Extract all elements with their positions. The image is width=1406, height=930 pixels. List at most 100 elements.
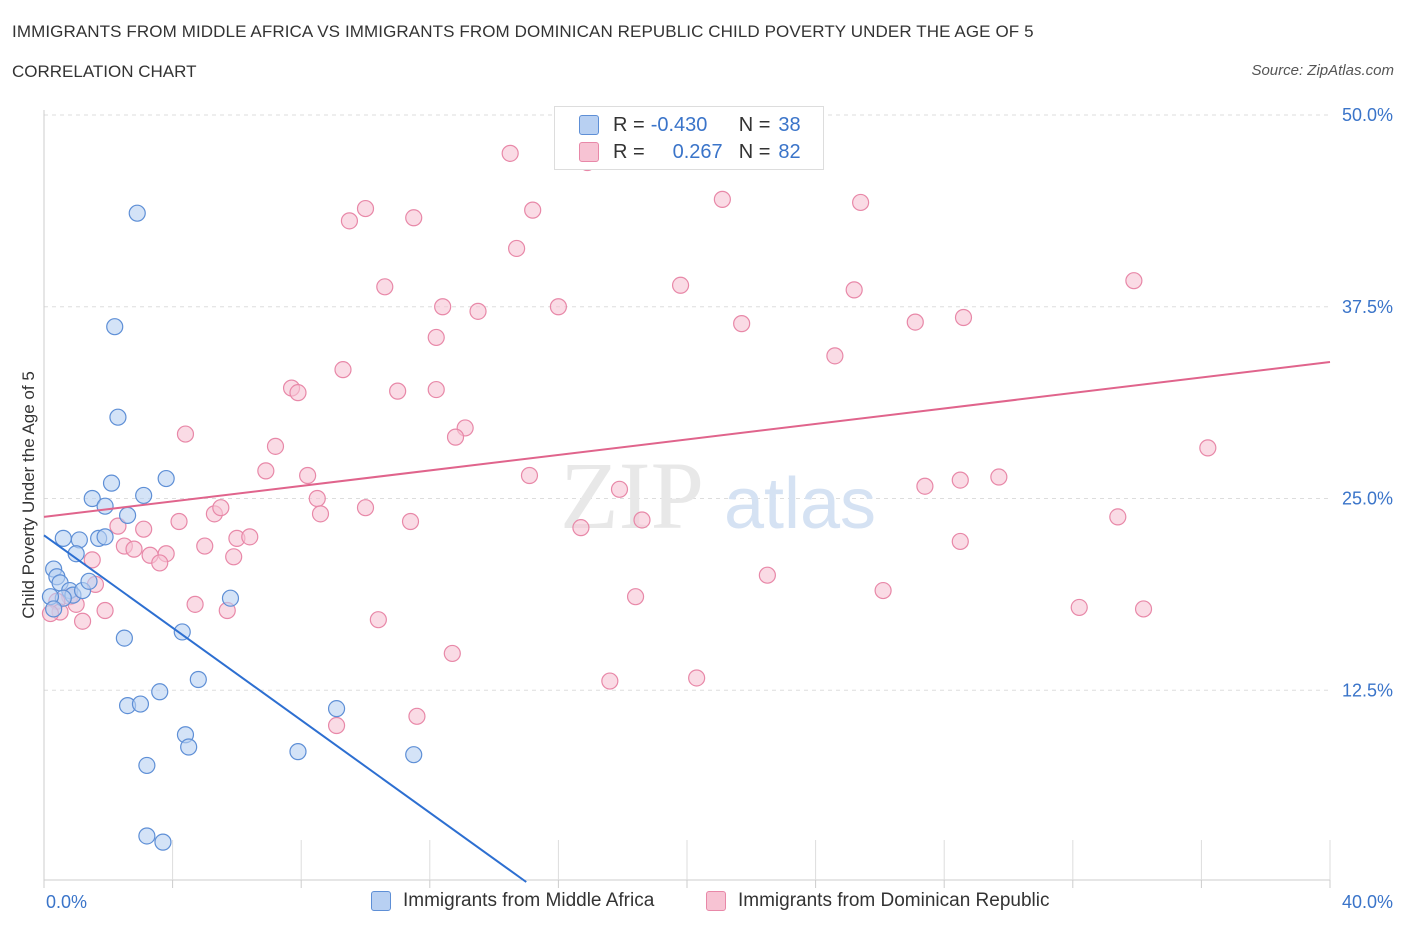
bottom-legend-label-middle-africa: Immigrants from Middle Africa [403,890,655,911]
legend-n-label: N = [738,140,771,163]
data-point-middle-africa [138,756,156,775]
bottom-legend-label-dominican-republic: Immigrants from Dominican Republic [738,890,1050,911]
trend-line-dominican-republic [43,360,1331,518]
data-point-dominican-republic [299,466,317,485]
data-point-dominican-republic [1109,508,1127,526]
data-point-middle-africa [102,474,121,492]
data-point-dominican-republic [170,512,188,531]
data-point-dominican-republic [327,716,346,735]
data-point-middle-africa [109,408,127,426]
y-tick-label: 12.5% [1342,680,1393,700]
data-point-middle-africa [405,746,423,764]
axes [43,110,1331,888]
tick-labels: 12.5% 25.0% 37.5% 50.0% 0.0% 40.0% [46,105,1393,912]
legend-row-dominican-republic: R = 0.267 N = 82 [579,140,801,164]
data-point-dominican-republic [401,512,420,531]
data-point-dominican-republic [73,612,92,630]
data-point-dominican-republic [376,278,394,296]
x-tick-label: 40.0% [1342,892,1393,912]
data-point-middle-africa [45,600,63,618]
watermark-atlas: atlas [724,464,876,544]
data-point-dominican-republic [601,672,619,690]
data-point-dominican-republic [405,209,423,227]
legend-swatch-dominican-republic [579,142,599,162]
data-point-dominican-republic [549,298,568,316]
data-point-middle-africa [289,743,307,761]
data-point-middle-africa [151,683,169,701]
data-point-dominican-republic [610,480,629,498]
y-tick-label: 50.0% [1342,105,1393,125]
data-point-dominican-republic [408,707,426,725]
data-point-dominican-republic [311,505,330,523]
data-point-dominican-republic [626,588,645,606]
data-point-dominican-republic [151,554,169,572]
data-point-dominican-republic [266,437,285,455]
data-point-dominican-republic [758,566,776,584]
legend-n-label: N = [738,113,771,136]
bottom-legend-dominican-republic: Immigrants from Dominican Republic [706,890,1050,912]
data-point-middle-africa [173,623,191,641]
series-dominican-republic-points [41,144,1217,735]
legend-n-value-dominican-republic: 82 [778,140,801,163]
watermark: ZIP atlas [560,442,876,549]
data-point-middle-africa [96,497,114,515]
data-point-middle-africa [157,469,175,488]
y-axis-label: Child Poverty Under the Age of 5 [19,371,38,619]
bottom-legend-swatch-middle-africa [371,891,391,911]
data-point-dominican-republic [1199,439,1217,457]
data-point-middle-africa [80,572,98,590]
data-point-dominican-republic [826,347,844,365]
data-point-dominican-republic [289,384,307,402]
data-point-dominican-republic [508,239,526,258]
y-tick-label: 25.0% [1342,489,1393,509]
data-point-dominican-republic [572,519,590,537]
data-point-dominican-republic [434,298,452,316]
data-point-dominican-republic [443,644,461,663]
data-point-dominican-republic [109,517,127,535]
data-point-dominican-republic [389,382,407,400]
data-point-dominican-republic [906,313,924,331]
data-point-dominican-republic [688,669,706,687]
data-point-middle-africa [154,833,172,851]
legend-r-label: R = [613,113,645,136]
data-point-middle-africa [135,486,153,505]
data-point-dominican-republic [520,466,539,485]
data-point-dominican-republic [83,551,101,569]
data-point-middle-africa [106,318,124,336]
data-point-dominican-republic [874,581,892,600]
data-point-dominican-republic [356,499,375,517]
data-point-dominican-republic [469,302,487,320]
data-point-middle-africa [83,489,101,508]
data-point-middle-africa [118,506,137,524]
data-point-dominican-republic [257,462,275,480]
data-point-middle-africa [115,629,133,647]
data-point-dominican-republic [733,315,751,333]
data-point-middle-africa [327,700,346,718]
data-point-dominican-republic [852,193,870,212]
data-point-dominican-republic [356,199,375,218]
x-tick-label: 0.0% [46,892,87,912]
series-middle-africa-points [41,204,423,851]
data-point-dominican-republic [951,471,969,489]
data-point-dominican-republic [990,468,1008,486]
data-point-dominican-republic [369,611,387,629]
data-point-dominican-republic [713,190,731,208]
data-point-dominican-republic [125,540,143,558]
data-point-dominican-republic [845,281,863,299]
data-point-dominican-republic [196,537,214,555]
chart-subtitle: CORRELATION CHART [12,62,197,81]
data-point-dominican-republic [501,144,519,162]
data-point-dominican-republic [427,328,445,347]
legend-r-value-middle-africa: -0.430 [650,113,708,136]
data-point-middle-africa [180,738,198,756]
data-point-dominican-republic [446,428,465,446]
data-point-dominican-republic [186,595,204,613]
data-point-dominican-republic [954,308,973,327]
data-point-dominican-republic [427,380,445,399]
data-point-dominican-republic [1125,272,1143,290]
data-point-dominican-republic [951,532,969,551]
legend-r-label: R = [613,140,645,163]
data-point-middle-africa [189,670,207,689]
data-point-dominican-republic [96,601,114,620]
